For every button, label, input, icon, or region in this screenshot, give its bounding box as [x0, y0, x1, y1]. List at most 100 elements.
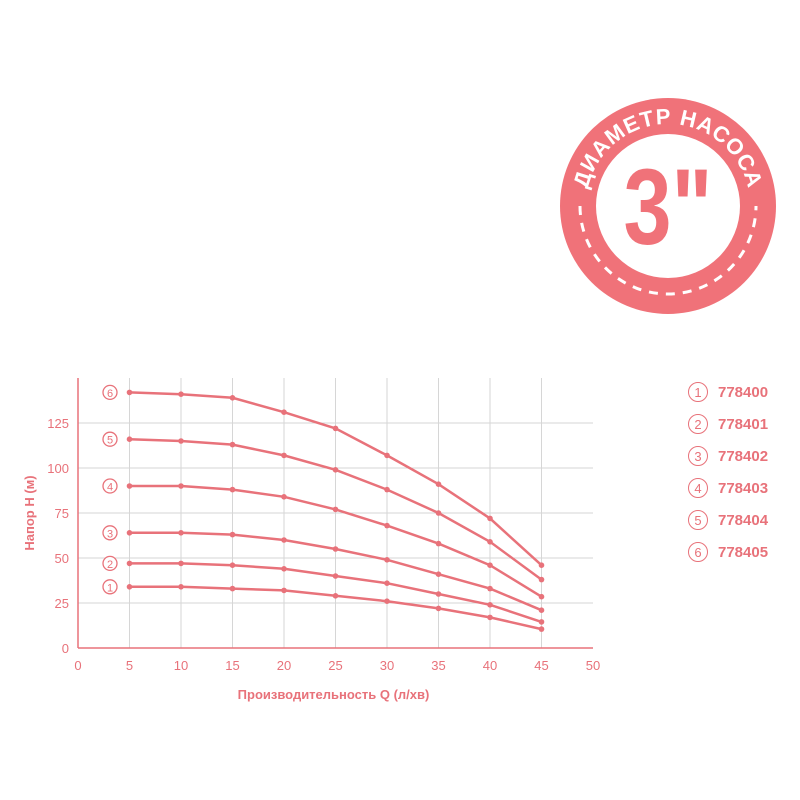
series-marker-circle: [102, 579, 118, 595]
legend: 1 778400 2 778401 3 778402 4 778403 5 778404 …: [688, 376, 768, 568]
y-tick-label: 100: [47, 461, 69, 476]
x-tick-label: 15: [225, 658, 239, 673]
data-point-4: [229, 486, 236, 493]
data-point-2: [281, 566, 287, 572]
x-tick-label: 5: [126, 658, 133, 673]
series-marker-circle: [102, 478, 118, 494]
data-point-2: [384, 580, 390, 586]
data-point-1: [384, 598, 390, 604]
y-axis-label: Напор H (м): [22, 475, 37, 550]
data-point-4: [384, 522, 390, 529]
badge-center-text: 3": [623, 146, 712, 267]
data-point-3: [435, 571, 442, 577]
badge-dashed-line: [578, 205, 758, 296]
data-point-3: [384, 557, 390, 563]
series-marker-circle: [102, 384, 118, 401]
data-point-6: [178, 391, 184, 398]
y-tick-label: 0: [62, 641, 69, 656]
data-point-6: [229, 395, 236, 401]
legend-number: 3: [688, 446, 708, 466]
data-point-6: [435, 481, 442, 488]
x-tick-label: 10: [174, 658, 188, 673]
y-tick-label: 25: [55, 596, 69, 611]
data-point-3: [487, 585, 493, 592]
data-point-1: [538, 626, 545, 632]
data-point-1: [229, 585, 236, 592]
data-point-1: [332, 593, 339, 599]
data-point-2: [435, 591, 442, 597]
data-point-2: [126, 560, 133, 567]
data-point-3: [126, 530, 133, 536]
x-tick-label: 20: [277, 658, 291, 673]
data-point-2: [229, 562, 236, 568]
data-point-4: [178, 483, 184, 489]
data-point-6: [332, 425, 339, 432]
data-point-5: [538, 576, 545, 583]
legend-item: 4 778403: [688, 472, 768, 504]
y-tick-label: 125: [47, 416, 69, 431]
legend-label: 778400: [718, 383, 769, 401]
y-tick-label: 75: [55, 506, 69, 521]
series-marker-label: 1: [107, 582, 113, 594]
data-point-6: [538, 562, 545, 568]
series-marker-label: 2: [107, 559, 113, 571]
data-point-1: [487, 614, 493, 621]
x-tick-label: 25: [328, 658, 342, 673]
data-point-2: [332, 573, 339, 579]
legend-number: 2: [688, 414, 708, 434]
data-point-4: [126, 483, 133, 489]
data-point-4: [538, 593, 545, 600]
data-point-5: [487, 539, 493, 545]
x-tick-label: 30: [380, 658, 394, 673]
x-axis-label: Производительность Q (л/хв): [238, 687, 430, 702]
x-tick-label: 35: [431, 658, 445, 673]
data-point-2: [487, 602, 493, 608]
data-point-6: [281, 409, 287, 416]
data-point-5: [332, 467, 339, 473]
x-tick-label: 40: [483, 658, 497, 673]
data-point-4: [487, 562, 493, 568]
data-point-1: [178, 584, 184, 590]
data-point-5: [126, 436, 133, 443]
data-point-6: [487, 515, 493, 522]
legend-item: 6 778405: [688, 536, 768, 568]
data-point-5: [178, 438, 184, 444]
legend-number: 1: [688, 382, 708, 402]
data-point-1: [126, 584, 133, 590]
legend-item: 1 778400: [688, 376, 768, 408]
legend-number: 5: [688, 510, 708, 530]
data-point-5: [229, 441, 236, 448]
data-point-3: [281, 537, 287, 543]
data-point-6: [384, 452, 390, 459]
x-tick-label: 50: [586, 658, 600, 673]
series-marker-circle: [102, 555, 118, 572]
legend-label: 778401: [718, 415, 769, 433]
legend-item: 3 778402: [688, 440, 768, 472]
series-marker-label: 4: [107, 482, 113, 494]
data-point-4: [332, 506, 339, 513]
series-marker-label: 6: [107, 388, 113, 400]
badge-inner-circle: [596, 134, 740, 278]
y-tick-label: 50: [55, 551, 69, 566]
data-point-3: [229, 531, 236, 538]
legend-number: 6: [688, 542, 708, 562]
data-point-4: [281, 494, 287, 500]
pump-diameter-badge: ДИАМЕТР НАСОСА 3": [560, 98, 776, 314]
legend-label: 778404: [718, 511, 769, 529]
data-point-2: [178, 560, 184, 567]
data-point-1: [435, 605, 442, 612]
series-marker-label: 5: [107, 435, 113, 447]
legend-label: 778402: [718, 447, 769, 465]
data-point-3: [332, 546, 339, 552]
data-point-1: [281, 587, 287, 594]
x-tick-label: 45: [534, 658, 548, 673]
data-point-3: [538, 607, 545, 613]
data-point-3: [178, 530, 184, 536]
data-point-5: [384, 486, 390, 493]
data-point-4: [435, 540, 442, 547]
data-point-2: [538, 619, 545, 625]
legend-label: 778405: [718, 543, 769, 561]
legend-number: 4: [688, 478, 708, 498]
legend-label: 778403: [718, 479, 769, 497]
